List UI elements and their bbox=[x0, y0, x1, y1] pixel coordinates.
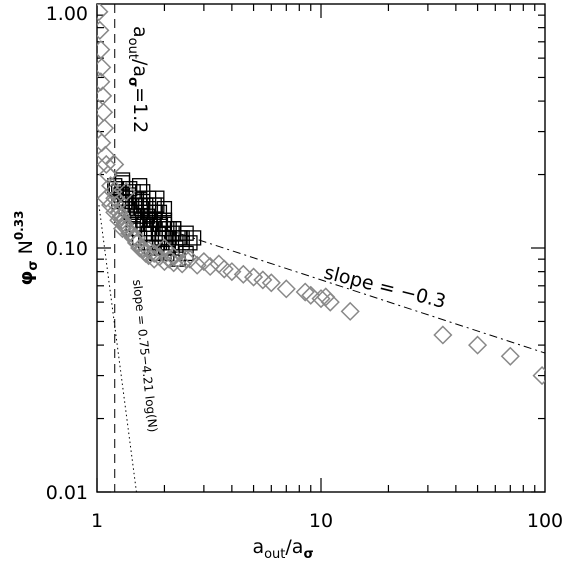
diamond-point bbox=[97, 145, 115, 165]
diamond-point bbox=[97, 154, 116, 175]
series-gray-diamonds bbox=[97, 4, 545, 386]
diamond-point bbox=[97, 57, 112, 77]
diamond-point bbox=[111, 206, 131, 226]
square-point bbox=[142, 212, 158, 228]
diamond-point bbox=[105, 202, 125, 222]
square-point bbox=[166, 221, 182, 237]
diamond-point bbox=[105, 154, 125, 175]
diamond-point bbox=[468, 335, 488, 355]
svg-text:slope = 0.75−4.21 log(N): slope = 0.75−4.21 log(N) bbox=[130, 279, 160, 433]
diamond-point bbox=[97, 118, 115, 138]
diamond-point bbox=[261, 273, 281, 293]
fit-line-annotation: slope = −0.3 bbox=[322, 262, 448, 314]
ytick-label-0.10: 0.10 bbox=[46, 238, 88, 260]
diamond-point bbox=[180, 249, 200, 269]
diamond-point bbox=[139, 240, 159, 260]
slope-fit-dashdot-line bbox=[164, 228, 545, 354]
diamond-point bbox=[176, 249, 196, 269]
diamond-point bbox=[532, 366, 545, 386]
xtick-label-1: 1 bbox=[91, 510, 103, 532]
square-point bbox=[156, 200, 173, 217]
diamond-point bbox=[320, 292, 340, 312]
diamond-point bbox=[112, 210, 133, 230]
diamond-point bbox=[101, 195, 121, 215]
series-black-squares bbox=[107, 172, 202, 267]
xtick-label-10: 10 bbox=[309, 510, 333, 532]
ytick-label-0.01: 0.01 bbox=[46, 482, 88, 504]
diamond-point bbox=[301, 285, 321, 305]
diamond-point bbox=[154, 238, 174, 258]
steep-dotted-line bbox=[98, 204, 137, 492]
x-axis-label: aout/aσ bbox=[252, 536, 313, 561]
axis-ticks bbox=[96, 4, 545, 493]
diamond-point bbox=[200, 256, 220, 277]
diamond-point bbox=[276, 279, 296, 299]
svg-text:aout/aσ=1.2: aout/aσ=1.2 bbox=[125, 26, 151, 133]
diamond-point bbox=[97, 40, 111, 60]
diamond-point bbox=[97, 4, 109, 22]
diamond-point bbox=[311, 289, 331, 309]
square-point bbox=[140, 200, 157, 217]
diamond-point bbox=[144, 243, 164, 263]
diamond-point bbox=[500, 346, 520, 366]
diamond-point bbox=[97, 20, 110, 40]
svg-text:φσ N0.33: φσ N0.33 bbox=[12, 211, 41, 286]
square-point bbox=[140, 225, 157, 241]
y-axis-label: φσ N0.33 bbox=[12, 211, 41, 286]
svg-text:aout/aσ: aout/aσ bbox=[252, 536, 313, 561]
vertical-line-annotation: aout/aσ=1.2 bbox=[125, 26, 151, 133]
diamond-point bbox=[233, 264, 253, 284]
diamond-point bbox=[340, 301, 360, 321]
diamond-point bbox=[433, 325, 453, 345]
diamond-point bbox=[172, 254, 192, 274]
diamond-point bbox=[253, 270, 273, 290]
diamond-point bbox=[115, 214, 135, 234]
diamond-point bbox=[164, 247, 184, 267]
diamond-point bbox=[97, 188, 116, 208]
ytick-label-1.00: 1.00 bbox=[46, 3, 88, 25]
diamond-point bbox=[133, 238, 153, 258]
square-point bbox=[174, 230, 190, 246]
svg-text:slope = −0.3: slope = −0.3 bbox=[322, 262, 448, 314]
square-point bbox=[156, 212, 173, 228]
diamond-point bbox=[222, 262, 242, 282]
square-point bbox=[107, 178, 123, 194]
steep-line-annotation: slope = 0.75−4.21 log(N) bbox=[130, 279, 160, 433]
diamond-point bbox=[295, 282, 315, 302]
xtick-label-100: 100 bbox=[527, 510, 563, 532]
diamond-point bbox=[214, 259, 234, 279]
square-point bbox=[131, 178, 148, 194]
diamond-point bbox=[109, 210, 129, 230]
square-point bbox=[185, 230, 202, 246]
diamond-point bbox=[116, 182, 136, 202]
